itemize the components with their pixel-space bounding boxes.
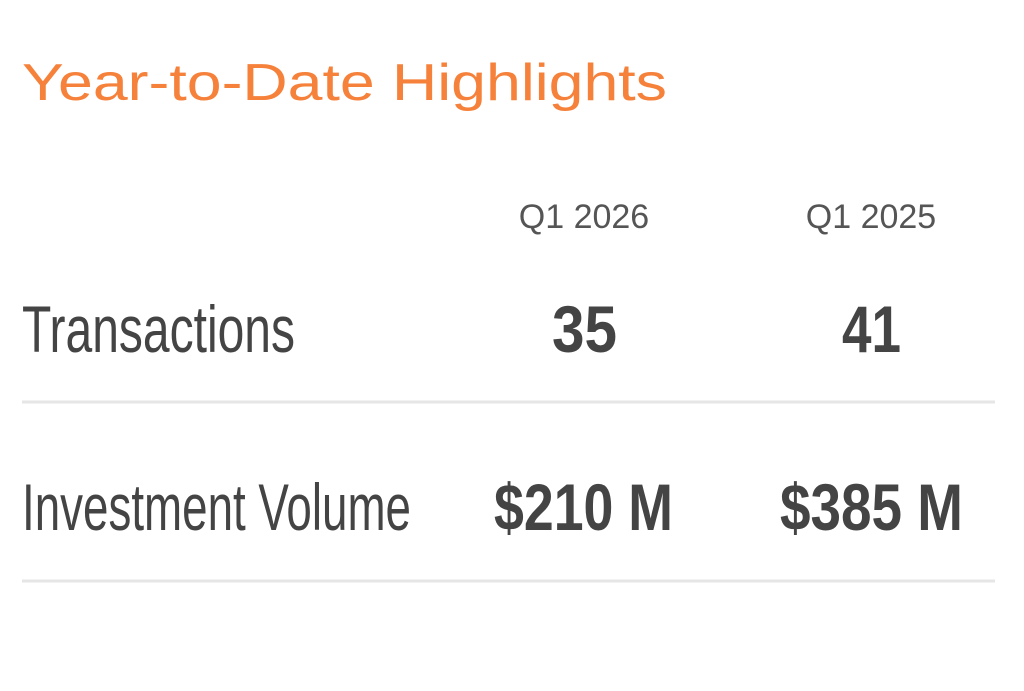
column-header: Q1 2026: [519, 198, 649, 236]
cell-value: 41: [842, 292, 901, 366]
title: Year-to-Date Highlights: [22, 54, 667, 112]
cell-value: $385 M: [780, 470, 963, 544]
row-label: Investment Volume: [22, 470, 411, 544]
cell-value: 35: [552, 292, 617, 366]
cell-value: $210 M: [494, 470, 673, 544]
column-header: Q1 2025: [806, 198, 936, 236]
row-label: Transactions: [22, 292, 295, 366]
